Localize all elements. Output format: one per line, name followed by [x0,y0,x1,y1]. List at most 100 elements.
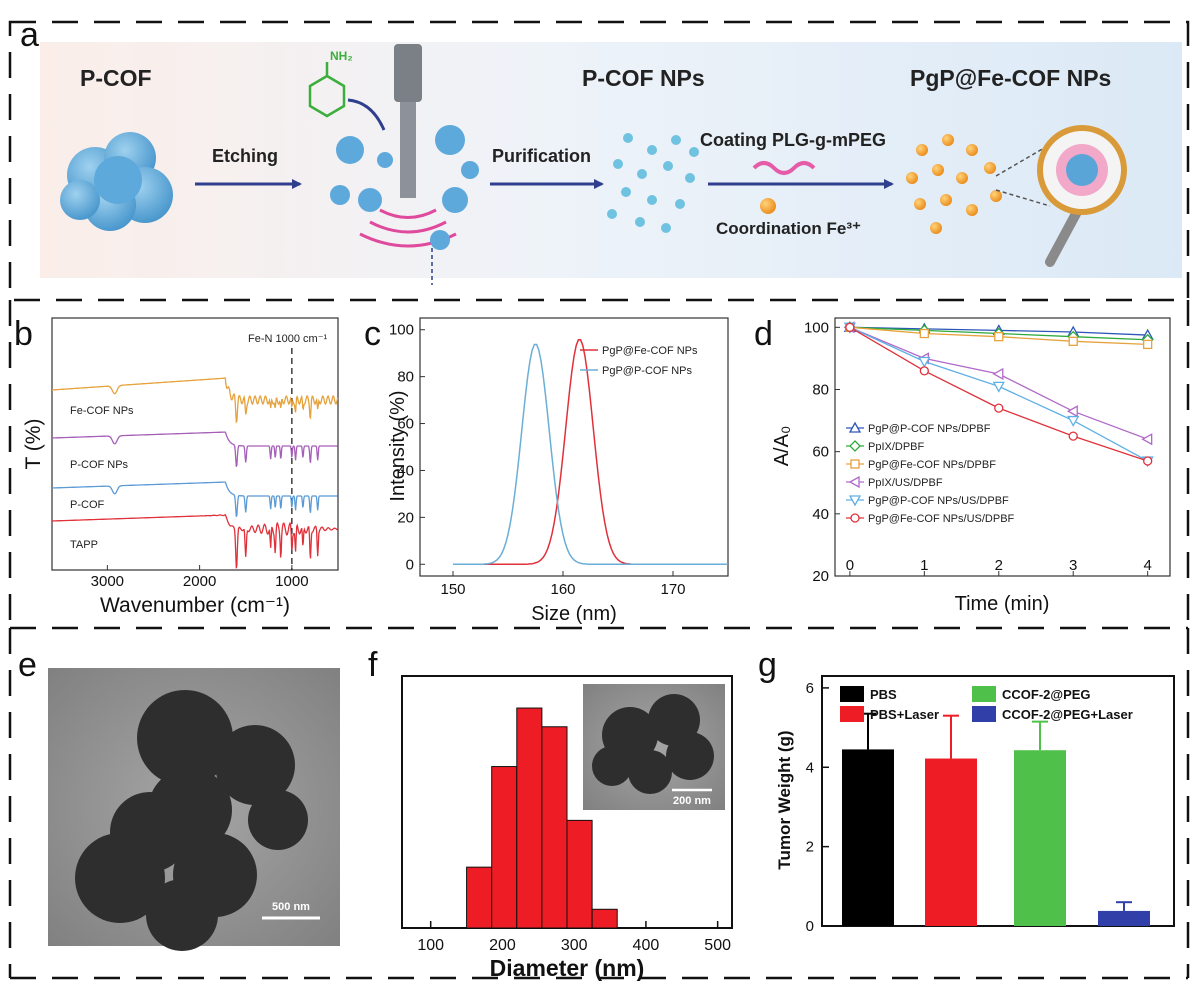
dashed-borders [8,20,1190,980]
chart-d-point [994,403,1004,413]
chart-f-bar [491,766,518,929]
chart-d-point [918,356,931,368]
chart-d-point [1143,339,1153,350]
legend-d-label-2: PpIX/DPBF [868,441,925,453]
legend-g-swatch-4 [972,706,996,722]
chart-g-bar [1014,750,1066,926]
chart-f-xtick-label: 300 [561,937,588,954]
chart-g-bar [925,758,977,926]
chart-d-point [994,332,1004,342]
legend-c-label-2: PgP@P-COF NPs [602,365,693,377]
chart-d-point [1068,431,1078,441]
label-pcof: P-COF [80,65,152,91]
chart-c-marks: 150 160 170 0 20 40 60 80 100 [389,322,728,598]
chart-b-series-line [52,431,338,467]
chart-f-xlabel: Diameter (nm) [490,955,645,981]
legend-d-label-6: PgP@Fe-COF NPs/US/DPBF [868,513,1015,525]
chart-d-xlabel: Time (min) [955,593,1050,615]
legend-g-swatch-2 [840,706,864,722]
chart-g-ylabel: Tumor Weight (g) [775,730,794,869]
curved-arrow-icon [347,98,386,131]
legend-g-label-3: CCOF-2@PEG [1002,687,1091,702]
chart-d-ylabel: A/A₀ [771,426,793,467]
legend-g-label-1: PBS [870,687,897,702]
legend-c-label-1: PgP@Fe-COF NPs [602,345,698,357]
chart-c-frame [419,317,729,577]
chart-c-xtick-label: 150 [440,581,465,598]
legend-d-label-5: PgP@P-COF NPs/US/DPBF [868,495,1009,507]
chart-d-point [1141,433,1153,446]
panel-g: g 0 2 4 6 PBS PBS+Laser CCOF-2@PEG CCOF-2@P… [758,646,1175,935]
chart-g-marks: 0 2 4 6 [806,680,1150,935]
chart-b-ylabel: T (%) [22,419,45,470]
chart-d-frame [834,317,1171,577]
panel-b: b 3000 2000 1000 Fe-N 1000 cm⁻¹ Fe-COF NPs… [14,315,339,617]
legend-g-label-4: CCOF-2@PEG+Laser [1002,707,1133,722]
chart-c-ytick-label: 60 [397,416,414,433]
chart-d-legend-marker [849,440,861,452]
panel-e: e 500 nm [18,646,340,951]
chart-c-ytick-label: 100 [389,322,414,339]
panel-letter-e: e [18,646,37,684]
chart-f-xtick-label: 400 [633,937,660,954]
chart-b-marks: 3000 2000 1000 [52,348,339,590]
panel-f: f 100 200 300 400 500 200 nm Diameter (nm) [368,646,733,981]
label-etching: Etching [212,146,278,166]
chart-g-ytick-label: 2 [806,839,814,856]
chart-d-legend-marker [850,513,860,523]
legend-d-label-4: PpIX/US/DPBF [868,477,943,489]
chart-d-ytick-label: 80 [812,381,829,398]
chart-c-xlabel: Size (nm) [531,603,617,625]
chart-g-bar [842,749,894,926]
chart-b-label-fe-cof: Fe-COF NPs [70,405,134,417]
pcof-cluster-icon [60,132,173,231]
chart-b-xtick-label: 3000 [91,573,124,590]
chart-d-point [1068,336,1078,346]
chart-g-frame [821,675,1175,927]
chart-f-marks: 100 200 300 400 500 [417,707,731,954]
panel-letter-b: b [14,315,33,353]
chart-g-ytick-label: 0 [806,918,814,935]
polymer-chain-icon [752,161,816,175]
chart-f-bar [516,707,543,929]
chart-c-ytick-label: 80 [397,369,414,386]
legend-d-label-1: PgP@P-COF NPs/DPBF [868,423,991,435]
panel-letter-g: g [758,646,777,684]
chart-f-bar [466,866,493,929]
chart-b-label-pcof: P-COF [70,499,105,511]
panel-letter-a: a [20,16,39,54]
chart-f-bar [541,726,568,929]
panel-letter-f: f [368,646,378,684]
chart-d-point [992,381,1005,393]
pgp-nps-balls-icon [906,134,1002,234]
label-pgp-nps: PgP@Fe-COF NPs [910,65,1111,91]
legend-d-label-3: PgP@Fe-COF NPs/DPBF [868,459,996,471]
label-pcof-nps: P-COF NPs [582,65,705,91]
panel-c: c 150 160 170 0 20 40 60 80 100 PgP@Fe-COF NPs P… [364,315,729,625]
chart-b-annotation: Fe-N 1000 cm⁻¹ [248,333,327,345]
chart-d-legend-marker [848,475,860,489]
chart-d-point [919,366,929,376]
chart-b-label-tapp: TAPP [70,539,98,551]
label-nh2: NH₂ [330,49,353,63]
chart-g-legend: PBS PBS+Laser CCOF-2@PEG CCOF-2@PEG+Lase… [840,686,1133,722]
chart-d-ytick-label: 60 [812,444,829,461]
fragments-icon [330,125,479,250]
panel-d: d 0 1 2 3 4 20 40 60 80 100 PgP@P-COF NPs/DPBF Pp… [754,315,1171,615]
sonicator-probe-icon [394,44,422,198]
chart-d-legend-marker [848,495,862,507]
chart-b-xlabel: Wavenumber (cm⁻¹) [100,594,290,617]
chart-b-series-line [52,481,338,517]
chart-d-xtick-label: 4 [1143,557,1151,574]
chart-d-point [919,328,929,339]
chart-b-series-line [52,513,338,569]
chart-d-point [1066,405,1078,418]
magnifier-dash-2 [995,189,1051,207]
panel-letter-d: d [754,315,773,353]
scale-bar-e-label: 500 nm [272,901,310,913]
chart-b-series-line [52,377,339,424]
chart-d-point [845,322,855,332]
chart-f-xtick-label: 500 [704,937,731,954]
legend-g-swatch-3 [972,686,996,702]
